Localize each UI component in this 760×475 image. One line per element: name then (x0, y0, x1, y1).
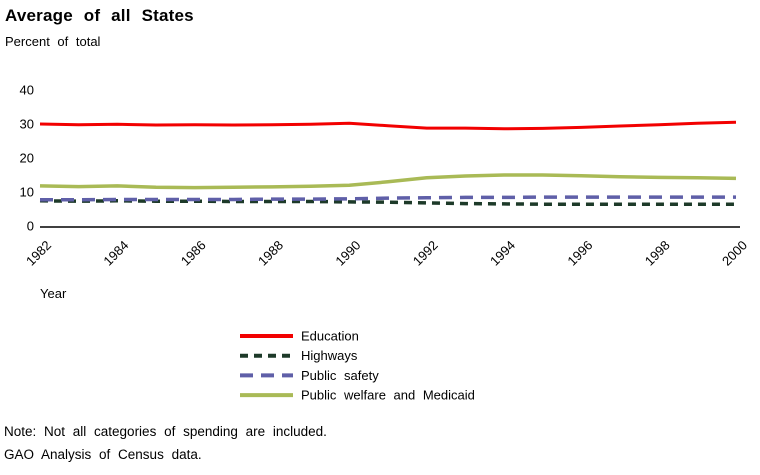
chart-subtitle: Percent of total (5, 34, 101, 49)
x-axis-tick-label: 2000 (719, 238, 750, 269)
series-line-public-welfare-and-medicaid (39, 173, 737, 190)
legend-label-education: Education (301, 329, 359, 344)
x-axis-tick-label: 1998 (642, 238, 673, 269)
y-axis-tick-label: 0 (27, 219, 34, 234)
series-line-highways (39, 199, 736, 206)
y-axis-tick-label: 20 (20, 151, 34, 166)
x-axis-title: Year (40, 286, 67, 301)
chart-source: GAO Analysis of Census data. (4, 447, 202, 462)
x-axis-tick-label: 1992 (410, 238, 441, 269)
legend-label-public-safety: Public safety (301, 368, 379, 383)
chart-note: Note: Not all categories of spending are… (4, 424, 327, 439)
x-axis-tick-label: 1988 (255, 238, 286, 269)
chart-title: Average of all States (5, 6, 194, 25)
x-axis-tick-label: 1982 (23, 238, 54, 269)
y-axis-tick-label: 30 (20, 117, 34, 132)
line-chart: 0 10 20 30 40 1982 1984 1986 1988 1990 1992 1994 199… (20, 83, 751, 403)
y-axis-tick-label: 40 (20, 83, 34, 98)
x-axis-tick-label: 1994 (487, 238, 518, 269)
x-axis-tick-label: 1990 (332, 238, 363, 269)
legend-label-highways: Highways (301, 348, 358, 363)
legend-label-public-welfare-and-medicaid: Public welfare and Medicaid (301, 388, 475, 403)
y-axis-tick-label: 10 (20, 185, 34, 200)
series-line-public-safety (40, 195, 736, 202)
x-axis-tick-label: 1996 (564, 238, 595, 269)
x-axis-tick-label: 1984 (100, 238, 131, 269)
series-line-education (39, 120, 737, 131)
x-axis-tick-label: 1986 (178, 238, 209, 269)
